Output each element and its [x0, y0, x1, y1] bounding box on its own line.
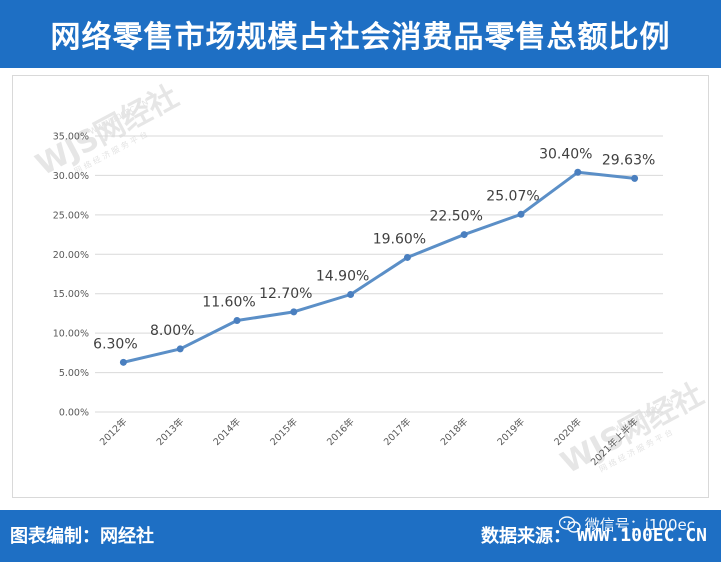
data-point — [290, 308, 298, 316]
data-label: 25.07% — [486, 188, 539, 204]
x-tick-label: 2013年 — [154, 415, 187, 448]
data-point — [119, 358, 127, 366]
y-tick-label: 35.00% — [53, 132, 89, 143]
wechat-label: 微信号：i100ec — [584, 516, 695, 534]
chart-title-banner: 网络零售市场规模占社会消费品零售总额比例 — [0, 0, 721, 68]
footer-bar: 图表编制：网经社 数据来源： WWW.100EC.CN — [0, 510, 721, 562]
x-tick-label: 2018年 — [438, 415, 471, 448]
y-tick-label: 25.00% — [53, 210, 89, 221]
data-source-url: WWW.100EC.CN — [576, 524, 707, 546]
y-tick-label: 10.00% — [53, 329, 89, 340]
data-label: 29.63% — [602, 152, 655, 168]
series-line-group — [119, 168, 639, 366]
data-label: 6.30% — [93, 336, 137, 352]
y-tick-label: 0.00% — [59, 408, 89, 419]
x-axis-tick-labels: 2012年 2013年 2014年 2015年 2016年 2017年 2018年 2019年… — [97, 415, 641, 468]
data-point — [517, 210, 525, 218]
data-label: 14.90% — [316, 269, 369, 285]
data-label-group: 6.30% 8.00% 11.60%12.70%14.90% 19.60%22.50%… — [93, 146, 655, 352]
wechat-id: 微信号：i100ec — [558, 514, 695, 535]
data-label: 22.50% — [430, 209, 483, 225]
gridlines — [95, 135, 663, 413]
data-point — [176, 345, 184, 353]
data-source-label: 数据来源： — [480, 526, 571, 547]
wechat-icon — [558, 515, 581, 533]
data-point — [460, 231, 468, 239]
y-tick-label: 5.00% — [59, 368, 89, 379]
data-label: 19.60% — [373, 231, 426, 247]
data-point — [347, 291, 355, 299]
data-label: 30.40% — [539, 146, 592, 162]
y-tick-label: 20.00% — [53, 250, 89, 261]
x-tick-label: 2015年 — [268, 415, 301, 448]
data-label: 12.70% — [259, 286, 312, 302]
chart-compiler-label: 图表编制：网经社 — [10, 526, 154, 547]
chart-title: 网络零售市场规模占社会消费品零售总额比例 — [50, 20, 671, 55]
series-line — [123, 170, 635, 364]
y-tick-label: 30.00% — [53, 171, 89, 182]
x-tick-label: 2016年 — [324, 415, 357, 448]
x-tick-label: 2017年 — [381, 415, 414, 448]
data-point — [233, 317, 241, 325]
y-tick-label: 15.00% — [53, 289, 89, 300]
y-axis-tick-labels: 0.00% 5.00% 10.00% 15.00% 20.00% 25.00% 30.00%… — [53, 132, 89, 419]
plot-area: WJS网经社 WWW.100EC.CN 网 络 经 济 服 务 平 台 WJS网经社 W… — [12, 75, 709, 498]
data-point — [631, 174, 639, 182]
data-source: 数据来源： WWW.100EC.CN — [481, 522, 707, 548]
x-tick-label: 2014年 — [211, 415, 244, 448]
data-point — [574, 168, 582, 176]
data-label: 8.00% — [150, 323, 194, 339]
x-tick-label: 2019年 — [495, 415, 528, 448]
x-tick-label: 2012年 — [97, 415, 130, 448]
data-point — [403, 253, 411, 261]
data-label: 11.60% — [202, 295, 255, 311]
